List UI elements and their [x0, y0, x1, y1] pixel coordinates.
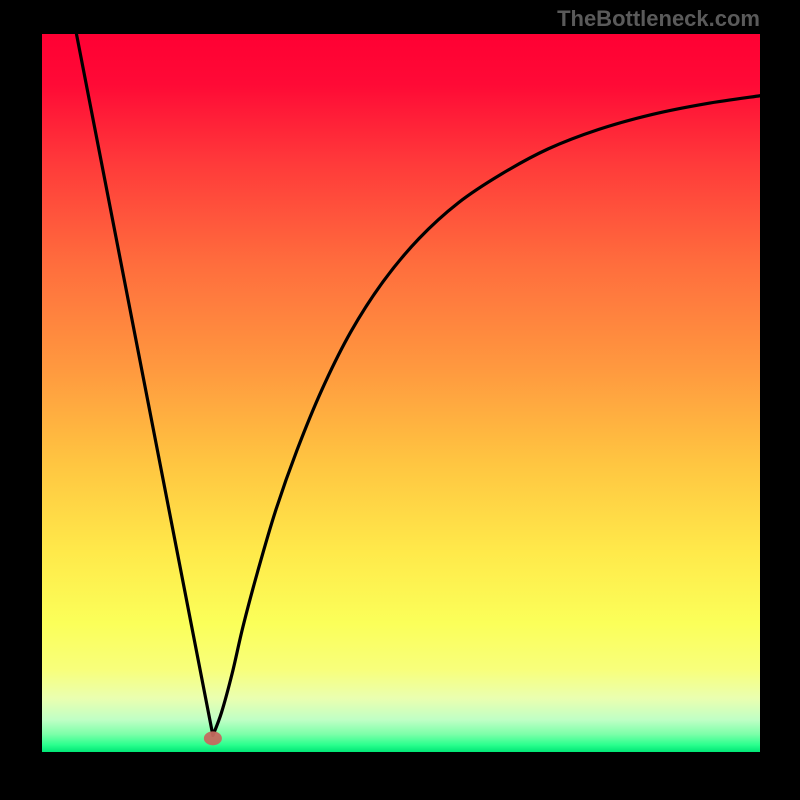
optimal-point-marker: [204, 731, 222, 745]
chart-wrapper: TheBottleneck.com: [0, 0, 800, 800]
bottleneck-chart: TheBottleneck.com: [0, 0, 800, 800]
plot-gradient-background: [42, 34, 760, 752]
watermark-text: TheBottleneck.com: [557, 6, 760, 31]
